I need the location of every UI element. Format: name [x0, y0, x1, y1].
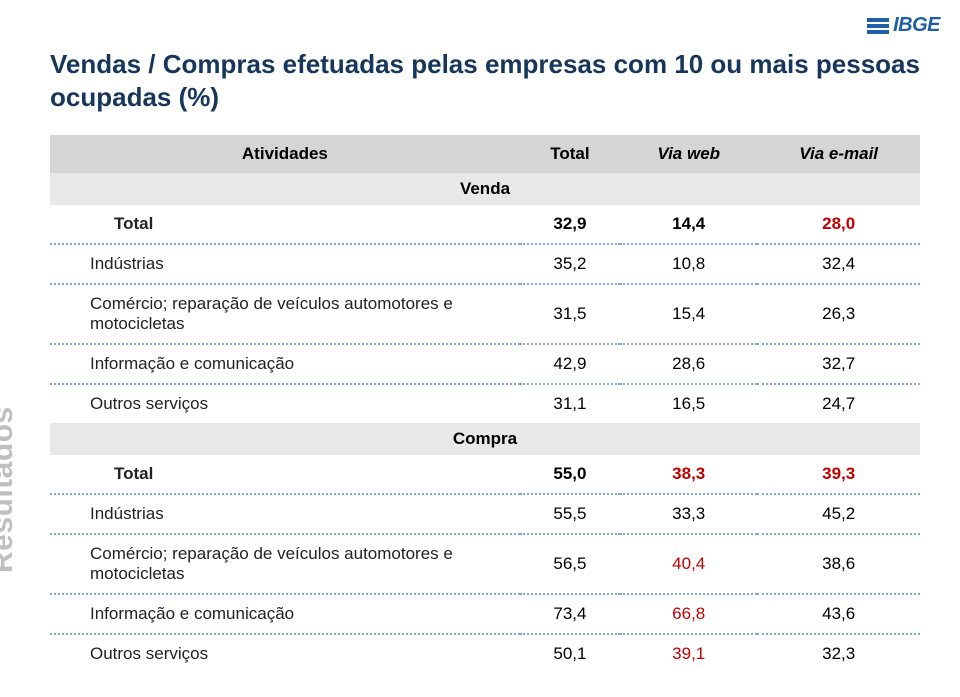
row-label: Total	[50, 205, 520, 243]
table-row: Total32,914,428,0	[50, 205, 920, 243]
logo-stripes-icon	[867, 18, 889, 34]
cell-web: 10,8	[620, 244, 757, 283]
cell-total: 31,5	[520, 284, 620, 343]
cell-email: 26,3	[757, 284, 920, 343]
section-header-label: Compra	[50, 423, 920, 455]
row-label: Indústrias	[50, 494, 520, 533]
cell-email: 45,2	[757, 494, 920, 533]
ibge-logo: IBGE	[867, 14, 940, 37]
col-header-via-email: Via e-mail	[757, 135, 920, 173]
cell-email: 43,6	[757, 594, 920, 633]
cell-web: 16,5	[620, 384, 757, 423]
logo-text: IBGE	[893, 14, 940, 37]
row-label: Total	[50, 455, 520, 493]
col-header-total: Total	[520, 135, 620, 173]
cell-email: 24,7	[757, 384, 920, 423]
cell-web: 38,3	[620, 455, 757, 493]
row-label: Comércio; reparação de veículos automoto…	[50, 284, 520, 343]
row-label: Outros serviços	[50, 634, 520, 673]
row-label: Informação e comunicação	[50, 594, 520, 633]
table-row: Indústrias55,533,345,2	[50, 494, 920, 533]
cell-total: 32,9	[520, 205, 620, 243]
cell-web: 40,4	[620, 534, 757, 593]
cell-total: 35,2	[520, 244, 620, 283]
section-header-label: Venda	[50, 173, 920, 205]
side-label-resultados: Resultados	[0, 406, 20, 573]
table-row: Outros serviços31,116,524,7	[50, 384, 920, 423]
section-header-row: Venda	[50, 173, 920, 205]
col-header-via-web: Via web	[620, 135, 757, 173]
cell-email: 32,7	[757, 344, 920, 383]
cell-web: 28,6	[620, 344, 757, 383]
cell-total: 42,9	[520, 344, 620, 383]
cell-total: 56,5	[520, 534, 620, 593]
page-title: Vendas / Compras efetuadas pelas empresa…	[50, 48, 920, 113]
row-label: Informação e comunicação	[50, 344, 520, 383]
cell-total: 73,4	[520, 594, 620, 633]
cell-web: 14,4	[620, 205, 757, 243]
row-label: Outros serviços	[50, 384, 520, 423]
col-header-atividades: Atividades	[50, 135, 520, 173]
cell-web: 66,8	[620, 594, 757, 633]
cell-web: 39,1	[620, 634, 757, 673]
row-label: Indústrias	[50, 244, 520, 283]
table-row: Indústrias35,210,832,4	[50, 244, 920, 283]
cell-total: 55,0	[520, 455, 620, 493]
cell-email: 32,3	[757, 634, 920, 673]
data-table: Atividades Total Via web Via e-mail Vend…	[50, 135, 920, 673]
row-label: Comércio; reparação de veículos automoto…	[50, 534, 520, 593]
cell-total: 50,1	[520, 634, 620, 673]
slide-page: IBGE Vendas / Compras efetuadas pelas em…	[0, 0, 960, 697]
cell-email: 38,6	[757, 534, 920, 593]
cell-email: 28,0	[757, 205, 920, 243]
cell-web: 33,3	[620, 494, 757, 533]
cell-total: 55,5	[520, 494, 620, 533]
table-row: Outros serviços50,139,132,3	[50, 634, 920, 673]
table-row: Total55,038,339,3	[50, 455, 920, 493]
table-row: Informação e comunicação42,928,632,7	[50, 344, 920, 383]
table-row: Comércio; reparação de veículos automoto…	[50, 534, 920, 593]
cell-email: 39,3	[757, 455, 920, 493]
table-row: Comércio; reparação de veículos automoto…	[50, 284, 920, 343]
section-header-row: Compra	[50, 423, 920, 455]
table-row: Informação e comunicação73,466,843,6	[50, 594, 920, 633]
cell-web: 15,4	[620, 284, 757, 343]
cell-email: 32,4	[757, 244, 920, 283]
table-header-row: Atividades Total Via web Via e-mail	[50, 135, 920, 173]
cell-total: 31,1	[520, 384, 620, 423]
